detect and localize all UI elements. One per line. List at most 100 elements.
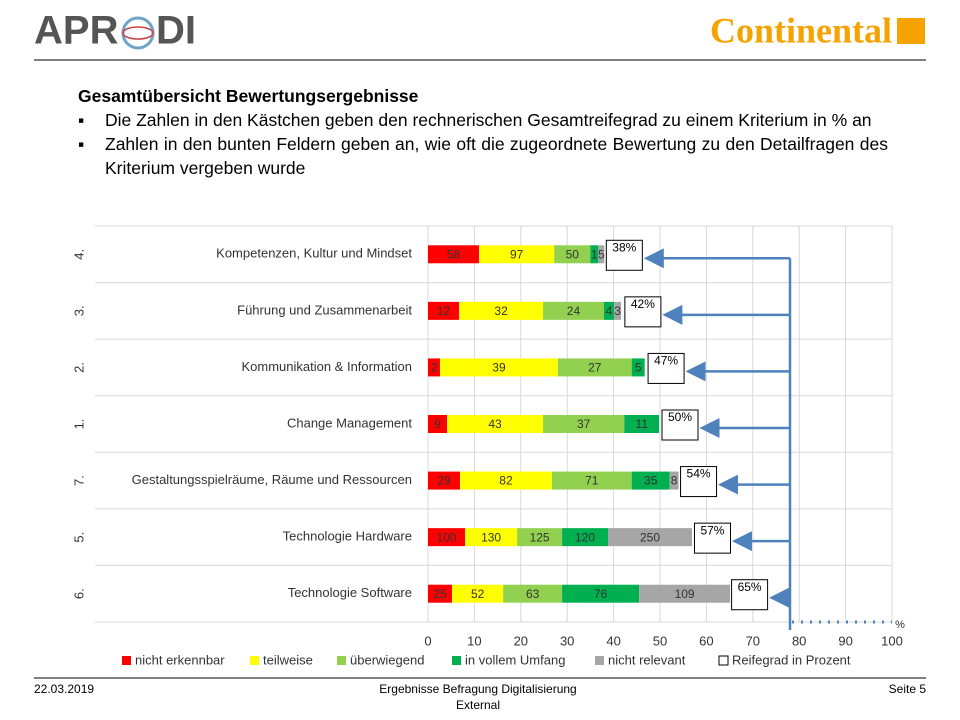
segment-count: 11 — [635, 417, 648, 431]
legend-swatch — [122, 656, 131, 665]
category-label: Gestaltungsspielräume, Räume und Ressour… — [132, 472, 412, 487]
maturity-label: 42% — [631, 297, 655, 311]
maturity-label: 65% — [738, 580, 762, 594]
category-label: Change Management — [287, 415, 412, 430]
logo-globe — [121, 16, 155, 50]
legend-label: Reifegrad in Prozent — [732, 652, 851, 667]
bar-segment — [465, 528, 518, 547]
legend-label: überwiegend — [350, 652, 424, 667]
segment-count: 97 — [510, 247, 524, 261]
bar-segment — [428, 301, 460, 320]
maturity-box — [680, 466, 718, 498]
maturity-box — [624, 296, 662, 328]
bar-segment — [557, 358, 632, 377]
x-tick-label: 70 — [746, 633, 760, 648]
bar-segment — [608, 528, 693, 547]
bar-segment — [624, 415, 660, 433]
bar-segment — [631, 471, 670, 490]
bar-segment — [517, 528, 563, 547]
intro-bullet: Die Zahlen in den Kästchen geben den rec… — [78, 108, 888, 132]
x-tick-label: 80 — [792, 633, 806, 648]
maturity-box — [647, 352, 685, 384]
category-label: Führung und Zusammenarbeit — [237, 302, 412, 317]
segment-count: 27 — [588, 361, 602, 375]
bar-segment — [598, 245, 605, 264]
x-unit: % — [895, 619, 905, 631]
bar-segment — [631, 358, 645, 377]
bar-segment — [590, 245, 599, 264]
segment-count: 100 — [437, 530, 457, 544]
segment-count: 8 — [671, 474, 678, 488]
legend-swatch — [595, 656, 604, 665]
category-number: 5. — [71, 532, 86, 543]
logo-left: DI — [156, 9, 196, 53]
maturity-label: 50% — [668, 410, 692, 424]
logo-right: Continental — [710, 10, 892, 50]
maturity-label: 54% — [687, 467, 711, 481]
bar-segment — [562, 528, 609, 547]
segment-count: 5 — [635, 361, 642, 375]
category-number: 6. — [71, 588, 86, 599]
segment-count: 82 — [499, 474, 513, 488]
intro: Gesamtübersicht Bewertungsergebnisse Die… — [78, 84, 888, 180]
bar-segment — [503, 584, 563, 603]
category-label: Kommunikation & Information — [241, 359, 412, 374]
bar-segment — [428, 471, 461, 490]
segment-count: 125 — [530, 530, 550, 544]
bar-segment — [669, 471, 679, 490]
segment-count: 130 — [481, 530, 501, 544]
legend-swatch — [337, 656, 346, 665]
logo-horse — [897, 18, 925, 44]
intro-bullet: Zahlen in den bunten Feldern geben an, w… — [78, 132, 888, 180]
bar-segment — [428, 415, 448, 433]
category-number: 2. — [71, 362, 86, 373]
footer-page: Seite 5 — [889, 682, 927, 696]
x-tick-label: 20 — [514, 633, 528, 648]
bar-segment — [551, 471, 632, 490]
bar-segment — [554, 245, 591, 264]
legend-label: in vollem Umfang — [465, 652, 565, 667]
bar-segment — [543, 415, 625, 433]
category-number: 3. — [71, 305, 86, 316]
segment-count: 71 — [585, 474, 599, 488]
segment-count: 2 — [431, 361, 438, 375]
x-tick-label: 40 — [606, 633, 620, 648]
segment-count: 52 — [471, 587, 485, 601]
segment-count: 29 — [437, 474, 451, 488]
segment-count: 12 — [437, 304, 451, 318]
legend-swatch — [452, 656, 461, 665]
x-tick-label: 60 — [699, 633, 713, 648]
logo-globe — [122, 26, 154, 40]
bar-segment — [459, 301, 544, 320]
bar-segment — [562, 584, 640, 603]
x-tick-label: 50 — [653, 633, 667, 648]
segment-count: 50 — [566, 247, 580, 261]
category-number: 1. — [71, 419, 86, 430]
bar-segment — [639, 584, 731, 603]
segment-count: 63 — [526, 587, 540, 601]
segment-count: 37 — [577, 417, 591, 431]
footer-date: 22.03.2019 — [34, 682, 94, 696]
segment-count: 43 — [488, 417, 502, 431]
maturity-label: 47% — [654, 354, 678, 368]
category-number: 4. — [71, 249, 86, 260]
category-number: 7. — [71, 475, 86, 486]
maturity-box — [661, 409, 699, 441]
segment-count: 5 — [598, 247, 605, 261]
segment-count: 39 — [492, 361, 506, 375]
legend-swatch — [718, 655, 729, 666]
x-tick-label: 30 — [560, 633, 574, 648]
legend-label: teilweise — [263, 652, 313, 667]
segment-count: 109 — [675, 587, 695, 601]
bar-segment — [428, 245, 480, 264]
bar-segment — [479, 245, 555, 264]
logo-left: APR — [34, 9, 119, 53]
maturity-box — [731, 579, 769, 611]
segment-count: 35 — [644, 474, 658, 488]
segment-count: 3 — [614, 304, 621, 318]
bar-segment — [614, 301, 622, 320]
category-label: Technologie Software — [288, 585, 412, 600]
legend-label: nicht erkennbar — [135, 652, 225, 667]
